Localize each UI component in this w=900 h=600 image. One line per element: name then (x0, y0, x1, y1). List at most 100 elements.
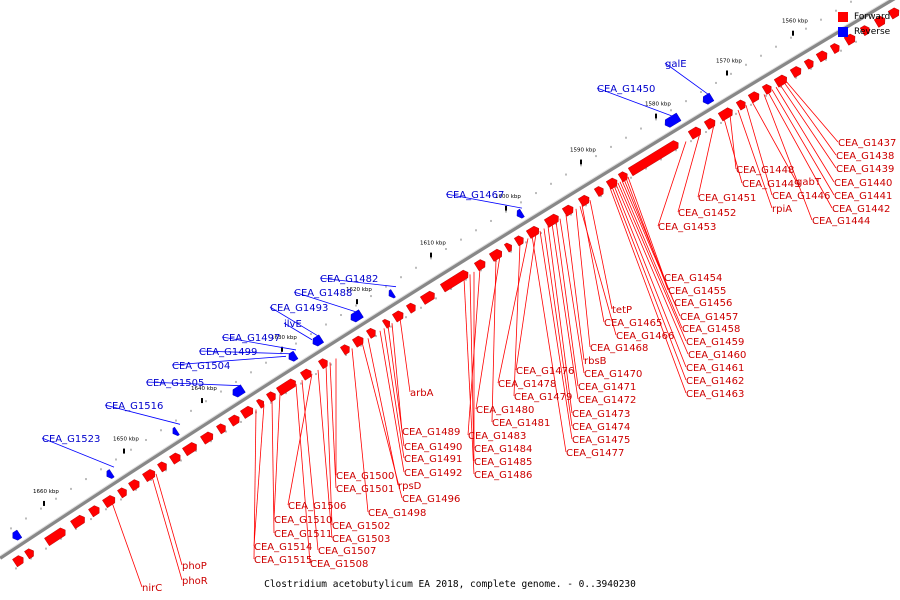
forward-gene-label[interactable]: CEA_G1514 (254, 542, 312, 553)
reverse-gene-label[interactable]: ilvE (284, 319, 302, 330)
forward-gene-label[interactable]: CEA_G1457 (680, 312, 738, 323)
forward-gene[interactable] (419, 289, 437, 305)
reverse-gene[interactable] (104, 469, 115, 480)
forward-gene-label[interactable]: CEA_G1460 (688, 350, 746, 361)
forward-gene[interactable] (240, 405, 255, 419)
forward-gene[interactable] (473, 258, 487, 272)
forward-gene-label[interactable]: CEA_G1490 (404, 442, 462, 453)
forward-gene[interactable] (747, 90, 761, 104)
forward-gene-label[interactable]: CEA_G1485 (474, 457, 532, 468)
forward-gene-label[interactable]: CEA_G1468 (590, 343, 648, 354)
forward-gene[interactable] (843, 32, 857, 46)
forward-gene-label[interactable]: tetP (612, 305, 632, 316)
forward-gene[interactable] (761, 83, 773, 95)
reverse-gene[interactable] (170, 426, 180, 437)
reverse-gene[interactable] (515, 208, 525, 220)
forward-gene-label[interactable]: CEA_G1475 (572, 435, 630, 446)
forward-gene-label[interactable]: CEA_G1438 (836, 151, 894, 162)
forward-gene-label[interactable]: CEA_G1501 (336, 484, 394, 495)
forward-gene-label[interactable]: CEA_G1451 (698, 193, 756, 204)
reverse-gene-label[interactable]: CEA_G1482 (320, 274, 378, 285)
forward-gene[interactable] (593, 185, 606, 197)
forward-gene[interactable] (157, 460, 169, 473)
forward-gene[interactable] (525, 225, 541, 239)
reverse-gene[interactable] (10, 529, 23, 542)
forward-gene[interactable] (12, 554, 25, 568)
reverse-gene[interactable] (349, 309, 364, 324)
forward-gene-label[interactable]: CEA_G1480 (476, 405, 534, 416)
forward-gene[interactable] (687, 125, 703, 140)
forward-gene-label[interactable]: CEA_G1439 (836, 164, 894, 175)
forward-gene-label[interactable]: rpiA (772, 204, 792, 215)
forward-gene-label[interactable]: CEA_G1452 (678, 208, 736, 219)
forward-gene-label[interactable]: CEA_G1463 (686, 389, 744, 400)
forward-gene-label[interactable]: CEA_G1465 (604, 318, 662, 329)
reverse-gene-label[interactable]: CEA_G1504 (172, 361, 230, 372)
forward-gene[interactable] (391, 309, 405, 323)
forward-gene-label[interactable]: CEA_G1441 (834, 191, 892, 202)
forward-gene[interactable] (300, 367, 313, 381)
forward-gene[interactable] (351, 334, 365, 348)
forward-gene[interactable] (216, 422, 228, 435)
forward-gene-label[interactable]: CEA_G1479 (514, 392, 572, 403)
forward-gene-label[interactable]: CEA_G1489 (402, 427, 460, 438)
forward-gene-label[interactable]: CEA_G1444 (812, 216, 870, 227)
forward-gene-label[interactable]: CEA_G1459 (686, 337, 744, 348)
forward-gene-label[interactable]: rpsD (398, 481, 422, 492)
forward-gene[interactable] (873, 15, 887, 28)
forward-gene-label[interactable]: nirC (142, 583, 162, 594)
forward-gene-label[interactable]: CEA_G1500 (336, 471, 394, 482)
forward-gene-label[interactable]: CEA_G1502 (332, 521, 390, 532)
forward-gene[interactable] (773, 73, 789, 88)
reverse-gene[interactable] (701, 92, 715, 106)
reverse-gene-label[interactable]: CEA_G1493 (270, 303, 328, 314)
forward-gene[interactable] (228, 413, 241, 427)
reverse-gene-label[interactable]: CEA_G1516 (105, 401, 163, 412)
forward-gene[interactable] (142, 468, 157, 483)
forward-gene[interactable] (44, 526, 67, 547)
reverse-gene[interactable] (663, 112, 682, 129)
forward-gene-label[interactable]: CEA_G1461 (686, 363, 744, 374)
reverse-gene-label[interactable]: CEA_G1505 (146, 378, 204, 389)
forward-gene-label[interactable]: phoP (182, 561, 207, 572)
forward-gene-label[interactable]: CEA_G1448 (736, 165, 794, 176)
reverse-gene-label[interactable]: CEA_G1499 (199, 347, 257, 358)
forward-gene-label[interactable]: CEA_G1484 (474, 444, 532, 455)
forward-gene[interactable] (577, 194, 591, 207)
forward-gene[interactable] (717, 106, 735, 122)
forward-gene[interactable] (503, 241, 514, 253)
forward-gene[interactable] (815, 49, 829, 63)
forward-gene[interactable] (266, 390, 278, 403)
forward-gene[interactable] (70, 514, 87, 530)
reverse-gene[interactable] (310, 334, 325, 348)
forward-gene[interactable] (561, 203, 575, 217)
forward-gene-label[interactable]: CEA_G1466 (616, 331, 674, 342)
forward-gene-label[interactable]: CEA_G1481 (492, 418, 550, 429)
reverse-gene-label[interactable]: CEA_G1523 (42, 434, 100, 445)
forward-gene-label[interactable]: CEA_G1496 (402, 494, 460, 505)
reverse-gene[interactable] (230, 384, 246, 399)
forward-gene-label[interactable]: CEA_G1470 (584, 369, 642, 380)
forward-gene[interactable] (513, 234, 526, 247)
forward-gene[interactable] (803, 57, 815, 70)
forward-gene[interactable] (365, 327, 378, 339)
forward-gene-label[interactable]: CEA_G1472 (578, 395, 636, 406)
forward-gene[interactable] (887, 6, 900, 20)
forward-gene-label[interactable]: CEA_G1454 (664, 273, 722, 284)
forward-gene-label[interactable]: CEA_G1503 (332, 534, 390, 545)
forward-gene-label[interactable]: CEA_G1476 (516, 366, 574, 377)
forward-gene-label[interactable]: CEA_G1455 (668, 286, 726, 297)
forward-gene[interactable] (88, 504, 101, 518)
forward-gene-label[interactable]: CEA_G1491 (404, 454, 462, 465)
forward-gene[interactable] (256, 398, 266, 409)
forward-gene[interactable] (276, 377, 298, 396)
forward-gene-label[interactable]: CEA_G1446 (772, 191, 830, 202)
forward-gene-label[interactable]: CEA_G1449 (742, 179, 800, 190)
forward-gene[interactable] (488, 248, 504, 262)
forward-gene-label[interactable]: CEA_G1437 (838, 138, 896, 149)
forward-gene-label[interactable]: CEA_G1474 (572, 422, 630, 433)
forward-gene-label[interactable]: CEA_G1453 (658, 222, 716, 233)
forward-gene-label[interactable]: CEA_G1458 (682, 324, 740, 335)
forward-gene-label[interactable]: CEA_G1456 (674, 298, 732, 309)
forward-gene-label[interactable]: CEA_G1462 (686, 376, 744, 387)
